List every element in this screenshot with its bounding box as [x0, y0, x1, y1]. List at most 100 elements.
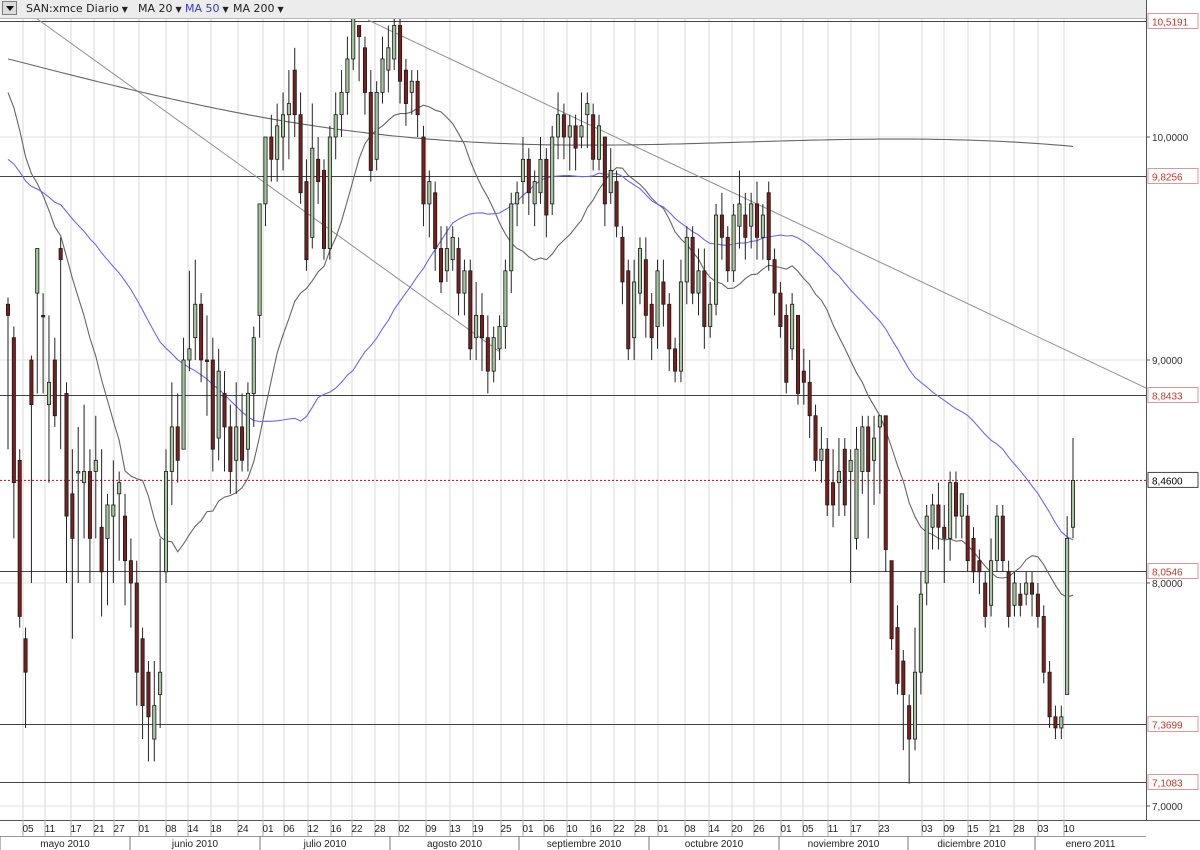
- candle: [199, 293, 204, 383]
- indicator-ma50[interactable]: MA 50 ▼: [185, 2, 229, 16]
- candle: [989, 538, 994, 617]
- horizontal-levels: [0, 21, 1146, 783]
- day-tick-label: 01: [522, 824, 534, 835]
- symbol-selector[interactable]: SAN:xmce Diario ▼: [26, 2, 128, 16]
- candle-body: [292, 69, 297, 116]
- candle-body: [234, 426, 239, 461]
- candle-body: [930, 504, 935, 528]
- menu-dropdown-button[interactable]: [2, 1, 17, 15]
- candle-body: [181, 359, 186, 450]
- candle: [99, 449, 104, 617]
- candle-body: [591, 114, 596, 160]
- date-axis-background: [0, 820, 1200, 850]
- level-price-badge: 10,5191: [1147, 13, 1199, 29]
- candle-body: [579, 125, 584, 138]
- candle: [907, 694, 912, 784]
- candle: [942, 504, 947, 583]
- candle: [1018, 583, 1023, 617]
- candle: [245, 382, 250, 472]
- candle-body: [169, 426, 174, 472]
- candle-body: [842, 448, 847, 506]
- candle-body: [714, 214, 719, 305]
- candle-body: [866, 426, 871, 472]
- candle: [339, 70, 344, 137]
- candle-body: [310, 147, 315, 238]
- level-badge-box: [1147, 168, 1199, 184]
- candle-body: [520, 158, 525, 183]
- candle-body: [146, 671, 151, 718]
- candle: [953, 471, 958, 539]
- candle: [304, 159, 309, 271]
- candle: [655, 259, 660, 349]
- candle: [193, 259, 198, 360]
- candle: [70, 449, 75, 639]
- candle: [602, 136, 607, 227]
- candle: [673, 337, 678, 383]
- indicator-ma200[interactable]: MA 200 ▼: [233, 2, 284, 16]
- candle-body: [444, 248, 449, 272]
- candle: [854, 426, 859, 550]
- level-badge-box: [1147, 716, 1199, 732]
- candle-body: [819, 448, 824, 461]
- day-tick-label: 12: [307, 824, 319, 835]
- candle: [181, 337, 186, 450]
- candle-body: [936, 504, 941, 528]
- candle: [29, 355, 34, 583]
- candle-body: [643, 259, 648, 316]
- candle-body: [994, 515, 999, 562]
- level-badge-label: 7,3699: [1152, 721, 1183, 732]
- candle: [579, 92, 584, 149]
- candle: [392, 14, 397, 71]
- candle: [901, 649, 906, 751]
- candle: [719, 192, 724, 260]
- candle-body: [398, 25, 403, 82]
- candle: [948, 471, 953, 561]
- candle-body: [82, 471, 87, 484]
- candle-body: [123, 515, 128, 562]
- candle-body: [959, 493, 964, 517]
- candle-body: [35, 248, 40, 294]
- candle: [1047, 661, 1052, 728]
- candle: [561, 103, 566, 160]
- candle-body: [474, 314, 479, 339]
- candle: [386, 25, 391, 93]
- candle: [649, 293, 654, 360]
- candle: [795, 314, 800, 405]
- candle-body: [316, 158, 321, 183]
- candle: [374, 81, 379, 171]
- price-tick-label: 8,0000: [1152, 579, 1183, 590]
- candle-body: [620, 236, 625, 283]
- candle-body: [532, 181, 537, 205]
- candle-body: [152, 705, 157, 740]
- candle: [784, 304, 789, 394]
- candle: [661, 259, 666, 327]
- candle-body: [597, 125, 602, 160]
- candle: [251, 326, 256, 427]
- candle-body: [602, 136, 607, 205]
- candle-body: [199, 303, 204, 361]
- candle-body: [128, 560, 133, 584]
- candle: [175, 393, 180, 483]
- candle: [234, 382, 239, 494]
- candle: [573, 114, 578, 171]
- candle-body: [807, 381, 812, 417]
- candle-body: [538, 158, 543, 194]
- level-badge-label: 8,8433: [1152, 392, 1183, 403]
- candle: [82, 404, 87, 539]
- candle-body: [702, 270, 707, 327]
- candle: [491, 326, 496, 383]
- candle-body: [719, 214, 724, 238]
- candle: [1012, 571, 1017, 617]
- indicator-ma20[interactable]: MA 20 ▼: [138, 2, 182, 16]
- candle: [983, 571, 988, 628]
- candle: [632, 259, 637, 360]
- candle-body: [1041, 616, 1046, 673]
- candle-body: [87, 471, 92, 539]
- candle: [450, 226, 455, 271]
- candle-body: [374, 92, 379, 160]
- chart-toolbar: SAN:xmce Diario ▼ MA 20 ▼ MA 50 ▼ MA 200 ▼: [0, 0, 1146, 19]
- candle-body: [1035, 593, 1040, 617]
- candle: [503, 259, 508, 349]
- candle: [1059, 705, 1064, 740]
